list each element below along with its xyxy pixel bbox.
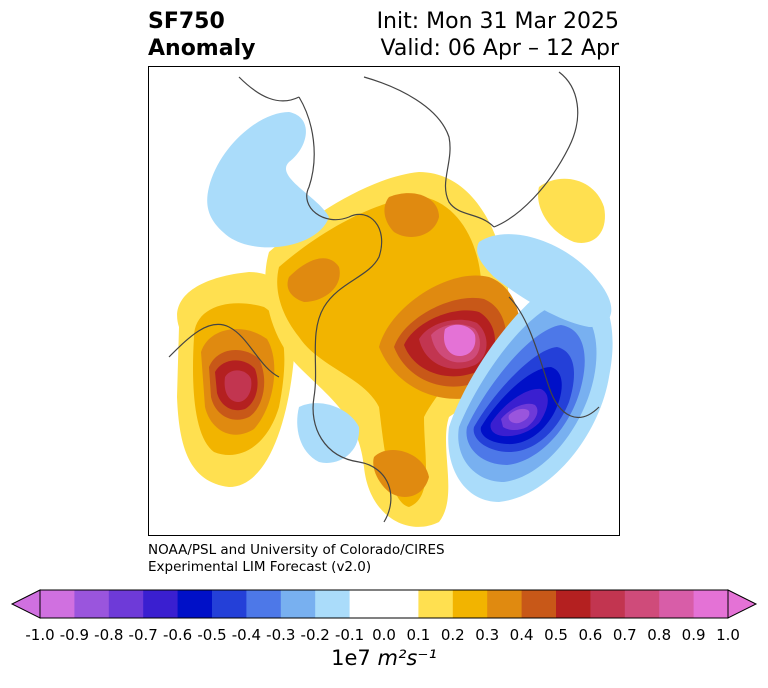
unit-expression: m²s⁻¹ [377,646,437,670]
siberia-positive-anomaly [538,178,605,243]
colorbar-cell [590,590,626,618]
us-negative-anomaly [297,403,360,463]
unit-prefix: 1e7 [331,646,371,670]
colorbar-ticks: -1.0 -0.9 -0.8 -0.7 -0.6 -0.5 -0.4 -0.3 -0.2 -0.1… [0,626,768,646]
colorbar-tick-label: 0.2 [440,626,465,644]
colorbar-cell [693,590,729,618]
colorbar-tick-label: -0.7 [128,626,158,644]
colorbar-cell [659,590,695,618]
europe-negative-anomaly [477,234,612,327]
map-panel [148,66,620,536]
colorbar-cell [452,590,488,618]
greenland-positive-anomaly [379,275,521,399]
colorbar-tick-label: -0.2 [300,626,330,644]
colorbar-cell [556,590,591,618]
forecast-dates: Init: Mon 31 Mar 2025 Valid: 06 Apr – 12… [377,8,619,62]
colorbar-cell [418,590,454,618]
colorbar-tick-label: 0.6 [578,626,603,644]
credit-line-1: NOAA/PSL and University of Colorado/CIRE… [148,542,445,558]
colorbar-cell [349,590,385,618]
colorbar-cell [315,590,351,618]
colorbar-tick-label: 0.0 [372,626,396,644]
colorbar-cell [280,590,316,618]
colorbar-over-arrow [727,589,758,619]
pacific-positive-anomaly [177,272,296,487]
colorbar-outline [39,589,729,619]
colorbar-cell [40,590,75,618]
colorbar-tick-label: 0.5 [544,626,568,644]
coastlines [168,71,600,523]
colorbar-cell [487,590,523,618]
title-variable: SF750 [148,9,225,34]
colorbar-tick-label: 1.0 [716,626,740,644]
colorbar-cells [40,590,729,618]
colorbar-tick-label: -0.3 [266,626,296,644]
init-date: Init: Mon 31 Mar 2025 [376,9,619,34]
colorbar-tick-label: 0.7 [612,626,637,644]
colorbar-cell [177,590,213,618]
colorbar-tick-label: 0.1 [406,626,431,644]
bering-negative-anomaly [207,112,329,248]
colorbar-tick-label: 0.3 [475,626,500,644]
colorbar [10,589,758,619]
colorbar-cell [521,590,557,618]
valid-dates: Valid: 06 Apr – 12 Apr [380,36,620,61]
map-title: SF750 Anomaly [148,8,255,62]
colorbar-tick-label: -0.9 [59,626,90,644]
colorbar-cell [246,590,282,618]
colorbar-tick-label: -0.6 [162,626,193,644]
anomaly-map [168,71,613,527]
colorbar-cell [384,590,419,618]
credit-text: NOAA/PSL and University of Colorado/CIRE… [148,542,445,576]
colorbar-under-arrow [10,589,41,619]
colorbar-cell [212,590,247,618]
atlantic-negative-anomaly [448,277,613,502]
colorbar-cell [74,590,110,618]
colorbar-tick-label: 0.9 [681,626,706,644]
colorbar-tick-label: -0.4 [231,626,262,644]
colorbar-tick-label: 0.8 [647,626,672,644]
colorbar-unit: 1e7 m²s⁻¹ [0,646,768,670]
colorbar-tick-label: -0.1 [334,626,365,644]
credit-line-2: Experimental LIM Forecast (v2.0) [148,559,372,575]
colorbar-tick-label: -1.0 [25,626,55,644]
colorbar-tick-label: 0.4 [509,626,534,644]
colorbar-cell [108,590,144,618]
colorbar-tick-label: -0.5 [197,626,227,644]
colorbar-cell [624,590,660,618]
colorbar-cell [143,590,179,618]
title-anomaly: Anomaly [148,36,256,61]
colorbar-tick-label: -0.8 [94,626,124,644]
